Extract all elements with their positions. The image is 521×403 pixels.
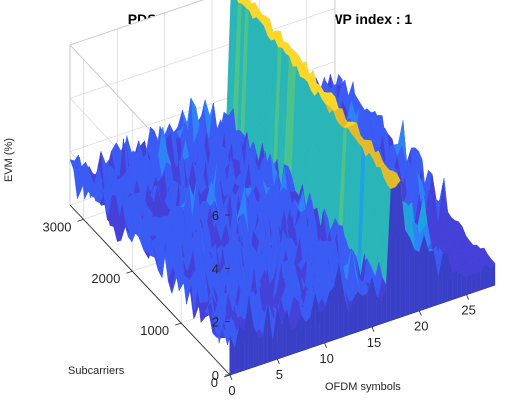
x-tick-mark [324,342,328,349]
surface-patch [236,0,241,4]
surface-skirt [390,186,396,321]
surface-skirt [395,180,401,319]
surface-skirt [258,334,264,366]
y-tick-label: 1000 [140,323,169,338]
x-tick-label: 0 [228,383,235,398]
surface-skirt [475,270,481,292]
z-tick-label: 4 [212,261,219,276]
x-tick-label: 5 [276,367,283,382]
surface-skirt [414,249,420,313]
y-tick-mark [126,270,133,274]
surface-skirt [409,237,415,315]
surface-skirt [362,293,368,331]
y-tick-label: 2000 [91,271,120,286]
axis-ticks: 0 5 10 15 20 25 0 1000 2000 3000 0 2 4 6 [43,208,476,398]
y-tick-mark [77,218,84,222]
x-tick-mark [276,358,280,365]
z-tick-label: 2 [212,315,219,330]
z-axis-label: EVM (%) [3,138,15,182]
y-axis-label: Subcarriers [68,365,125,377]
surface-skirt [456,271,463,299]
surface-skirt [452,271,458,300]
surface-skirt [305,316,311,350]
surface-skirt [229,335,235,376]
x-tick-label: 25 [461,303,475,318]
surface-skirt [329,286,335,342]
box-edge [69,0,204,46]
x-tick-label: 10 [319,351,333,366]
y-tick-mark [175,322,182,326]
x-tick-mark [418,310,422,316]
x-tick-label: 15 [367,335,381,350]
surface-skirt [404,229,410,316]
surface-skirt [357,291,363,332]
surface-skirt [442,253,448,303]
z-tick-label: 0 [212,368,219,383]
y-tick-label: 3000 [43,219,72,234]
x-tick-mark [229,374,233,381]
x-tick-mark [371,326,375,332]
z-tick-label: 6 [212,208,219,223]
y-tick-label: 0 [211,375,218,390]
x-tick-label: 20 [414,319,428,334]
surface-skirt [291,327,297,355]
surface-skirt [428,250,434,308]
x-axis-label: OFDM symbols [325,381,401,393]
x-tick-mark [466,294,469,300]
y-axis-line [69,204,231,376]
evm-surface [69,0,496,376]
surface-skirt [319,310,325,345]
surface-skirt [461,274,467,297]
surface-skirt [239,325,245,372]
surface-skirt [471,273,477,294]
